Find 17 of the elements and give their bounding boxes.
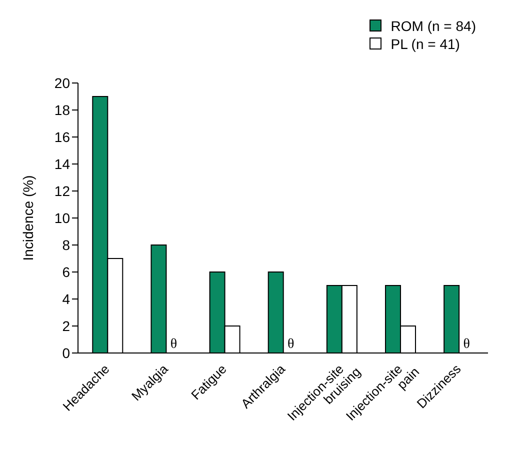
y-tick-label: 20 <box>54 74 70 91</box>
y-axis-title: Incidence (%) <box>20 175 36 261</box>
data-label: θ <box>463 337 470 352</box>
y-tick-label: 14 <box>54 156 70 172</box>
y-tick-label: 10 <box>54 210 70 226</box>
y-tick-label: 0 <box>62 344 70 361</box>
data-label: θ <box>170 337 178 352</box>
y-tick-label: 12 <box>54 182 70 199</box>
data-label: θ <box>288 337 294 352</box>
legend-label: ROM (n = 84) <box>390 18 476 34</box>
legend-label: PL (n = 41) <box>390 36 460 52</box>
y-tick-label: 8 <box>62 236 70 253</box>
y-tick-label: 16 <box>54 128 70 145</box>
y-tick-label: 6 <box>62 264 70 280</box>
y-tick-label: 4 <box>62 290 70 307</box>
y-tick-label: 18 <box>54 102 70 118</box>
y-tick-label: 2 <box>62 318 70 334</box>
